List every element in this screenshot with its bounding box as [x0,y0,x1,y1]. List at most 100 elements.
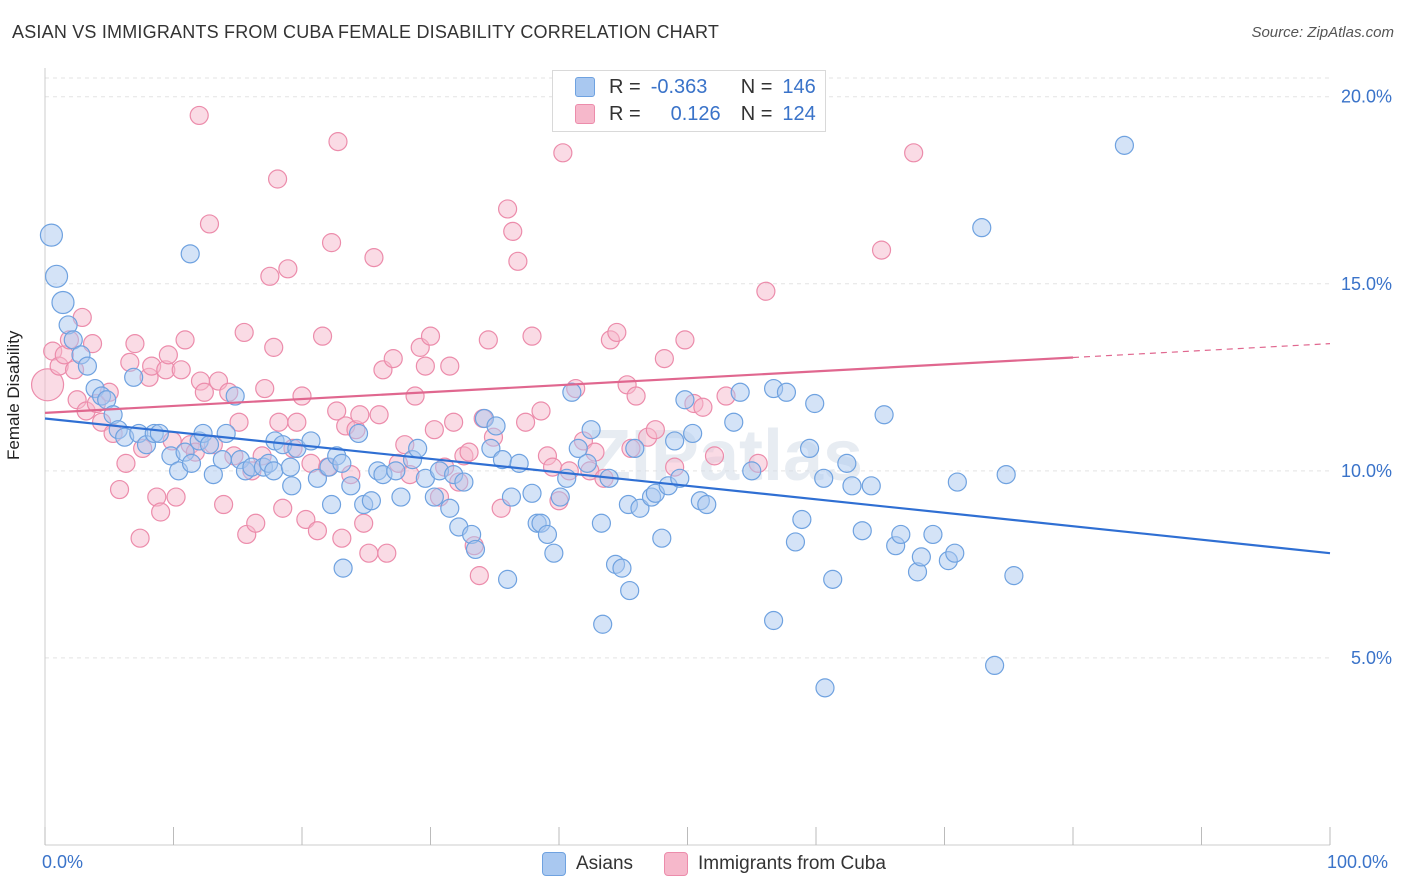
stats-row-asians: R = -0.363 N = 146 [575,75,816,99]
data-point [364,247,384,268]
data-point [675,330,695,350]
data-point [158,345,178,365]
data-point [77,356,98,376]
data-point [116,453,136,473]
data-point [280,457,301,477]
data-point [612,558,632,578]
data-point [348,423,369,444]
data-point [354,513,374,533]
data-point [577,453,597,473]
data-point [212,450,232,470]
data-point [837,453,857,473]
data-point [359,543,379,563]
data-point [568,438,588,459]
data-point [501,487,522,507]
data-point [805,393,825,414]
data-point [537,524,558,545]
data-point [180,244,200,264]
data-point [670,468,690,488]
data-point [44,264,69,288]
data-point [776,382,797,402]
data-point [51,290,75,315]
data-point [125,334,145,354]
data-point [792,509,812,530]
grid-lines [45,77,1330,659]
data-point [945,543,965,563]
data-point [312,326,333,346]
n-label: N = [740,75,773,98]
data-point [216,423,236,444]
data-point [269,412,289,432]
data-point [459,442,479,462]
data-point [815,678,835,698]
r-value: 0.126 [670,102,721,125]
data-point [264,461,284,481]
data-point [255,378,275,399]
data-point [194,382,214,402]
data-point [947,472,967,492]
data-point [498,569,518,589]
data-point [260,266,280,286]
data-point [246,513,266,533]
data-point [498,199,518,219]
data-point [730,382,750,402]
data-point [607,322,627,343]
data-point [852,521,872,541]
data-point [350,405,370,425]
data-point [626,386,646,406]
data-point [625,438,645,459]
data-point [377,543,397,563]
data-point [675,390,695,410]
data-point [562,382,582,402]
x-tick-label-max: 100.0% [1327,852,1389,872]
data-point [503,221,523,241]
data-point [697,494,717,515]
data-point [181,453,202,473]
data-point [454,472,474,492]
data-point [1114,135,1135,155]
y-axis-label: Female Disability [4,330,23,460]
n-value: 146 [782,75,816,98]
y-tick-label: 20.0% [1341,87,1392,107]
data-point [341,476,361,496]
data-point [287,412,307,432]
data-point [522,326,542,346]
data-point [405,386,425,406]
data-point [444,412,464,432]
data-point [171,360,191,380]
source-credit: Source: ZipAtlas.com [1251,24,1394,41]
legend-swatch-asians [542,852,566,876]
series-immigrants-from-cuba [30,105,924,586]
stats-legend: R = -0.363 N = 146 R = 0.126 N = 124 [552,70,826,132]
data-point [166,487,186,507]
trend-line-extension-1 [1072,343,1331,359]
data-point [785,532,806,552]
legend-label-asians: Asians [576,853,634,874]
data-point [149,423,169,444]
data-point [923,524,943,545]
data-point [871,240,892,260]
data-point [420,326,441,346]
data-point [214,494,234,515]
data-point [39,223,64,247]
data-point [82,334,103,354]
data-point [415,356,435,376]
data-point [891,524,911,545]
data-point [972,218,992,238]
legend-swatch-cuba [664,852,688,876]
data-point [550,487,570,507]
data-point [1004,566,1024,586]
data-point [693,397,713,417]
legend-swatch-pink [575,104,595,124]
data-point [763,610,784,631]
y-tick-label: 5.0% [1351,648,1392,668]
data-point [591,513,612,533]
data-point [124,367,144,387]
data-point [130,528,150,548]
data-point [478,330,498,350]
data-point [440,498,460,518]
data-point [861,476,881,496]
data-point [408,438,428,459]
data-point [203,464,223,485]
